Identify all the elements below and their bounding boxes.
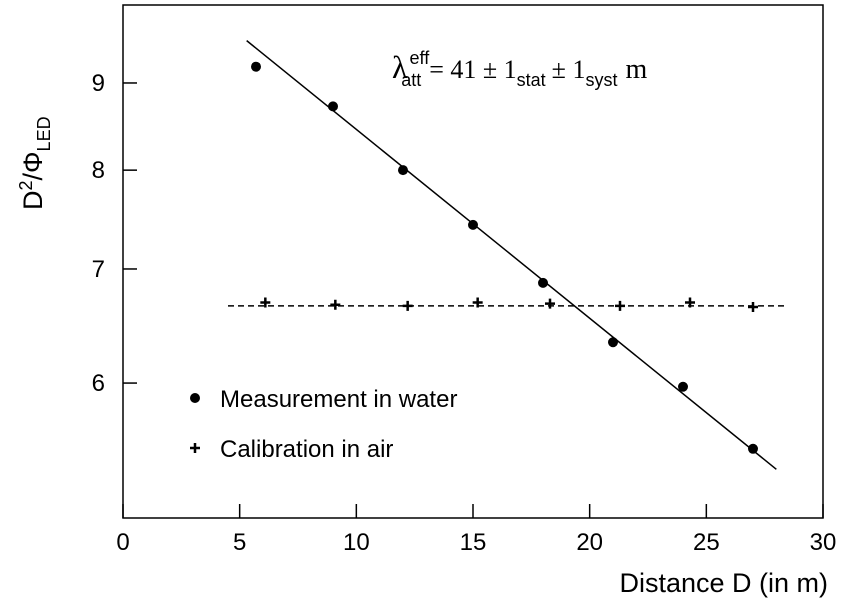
point [545, 298, 555, 309]
fit-line [246, 40, 777, 470]
y-label-main: D [18, 191, 48, 211]
point [398, 165, 408, 176]
point [468, 219, 478, 230]
x-tick-label: 15 [460, 529, 487, 556]
point [260, 297, 271, 308]
annotation: λ eff att = 41 ± 1stat ± 1syst m [392, 48, 647, 90]
x-tick-label: 30 [810, 529, 837, 556]
x-tick-label: 0 [116, 529, 129, 556]
point [678, 381, 688, 392]
y-tick-label: 9 [92, 70, 105, 97]
y-axis-label: D2/ΦLED [16, 116, 54, 210]
legend-label: Calibration in air [220, 436, 393, 463]
point [328, 101, 338, 112]
point [402, 300, 413, 311]
point [748, 443, 758, 454]
point [251, 61, 261, 72]
ann-sub1: stat [517, 70, 546, 90]
x-axis-label: Distance D (in m) [619, 568, 828, 598]
y-label-mid: /Φ [18, 151, 48, 180]
point [748, 301, 758, 312]
ann-sup: eff [410, 48, 431, 68]
point [538, 277, 548, 288]
point [608, 337, 618, 348]
legend-marker [190, 393, 200, 403]
ann-text1: = 41 ± 1 [429, 55, 516, 84]
point [685, 297, 695, 308]
y-tick-label: 8 [92, 157, 105, 184]
y-label-sub: LED [34, 116, 54, 151]
y-tick-label: 7 [92, 256, 105, 283]
ann-text2: ± 1 [552, 55, 586, 84]
y-tick-label: 6 [92, 370, 105, 397]
y-label-sup: 2 [16, 180, 36, 190]
x-tick-label: 5 [233, 529, 246, 556]
point [472, 297, 483, 308]
ann-symbol: λ [392, 49, 408, 85]
legend-marker [190, 443, 200, 453]
x-tick-label: 10 [343, 529, 370, 556]
x-tick-label: 25 [693, 529, 720, 556]
ann-sub: att [401, 70, 421, 90]
point [330, 299, 341, 310]
ann-sub2: syst [585, 70, 617, 90]
ann-unit: m [625, 54, 647, 85]
legend-label: Measurement in water [220, 386, 457, 413]
point [615, 300, 625, 311]
x-tick-label: 20 [576, 529, 603, 556]
